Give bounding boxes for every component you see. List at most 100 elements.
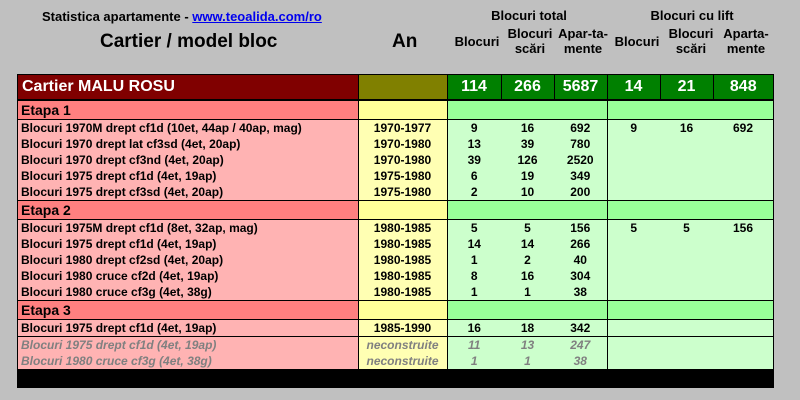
site-link[interactable]: www.teoalida.com/ro bbox=[192, 9, 322, 24]
stage-value-cell bbox=[660, 300, 713, 320]
stage-year-cell bbox=[357, 200, 448, 220]
stage-value-cell bbox=[554, 100, 607, 120]
row-lift-scari bbox=[660, 252, 713, 268]
row-lift-apartamente: 156 bbox=[713, 219, 773, 236]
table-row: Blocuri 1975 drept cf1d (4et, 19ap) 1980-… bbox=[18, 236, 773, 252]
stage-value-cell bbox=[446, 300, 501, 320]
unbuilt-status: neconstruite bbox=[357, 353, 448, 369]
row-year: 1975-1980 bbox=[357, 168, 448, 184]
stage-row: Etapa 1 bbox=[18, 100, 773, 120]
district-apartamente: 5687 bbox=[553, 75, 607, 99]
unbuilt-scari: 1 bbox=[501, 353, 554, 369]
sub-header-lift-apartamente: Aparta-mente bbox=[723, 26, 769, 56]
group-total-title: Blocuri total bbox=[491, 8, 567, 23]
row-lift-scari bbox=[660, 184, 713, 201]
stage-value-cell bbox=[554, 200, 607, 220]
site-title: Statistica apartamente - www.teoalida.co… bbox=[42, 9, 322, 24]
district-lift-blocuri: 14 bbox=[606, 75, 660, 99]
row-apartamente: 200 bbox=[554, 184, 607, 201]
row-scari: 16 bbox=[501, 119, 554, 136]
stage-value-cell bbox=[606, 100, 660, 120]
row-year: 1980-1985 bbox=[357, 284, 448, 301]
row-apartamente: 349 bbox=[554, 168, 607, 184]
stage-value-cell bbox=[606, 200, 660, 220]
stage-value-cell bbox=[554, 300, 607, 320]
column-title: Cartier / model bloc bbox=[100, 31, 278, 52]
row-blocuri: 2 bbox=[446, 184, 501, 201]
unbuilt-lift-blocuri bbox=[606, 353, 660, 369]
data-table: Cartier MALU ROSU 114 266 5687 14 21 848… bbox=[18, 75, 773, 369]
stage-year-cell bbox=[357, 100, 448, 120]
row-lift-apartamente bbox=[713, 184, 773, 201]
sub-header-apartamente: Apar-ta-mente bbox=[558, 26, 608, 56]
row-blocuri: 6 bbox=[446, 168, 501, 184]
stage-row: Etapa 2 bbox=[18, 200, 773, 220]
site-title-prefix: Statistica apartamente - bbox=[42, 9, 193, 24]
stage-name: Etapa 1 bbox=[18, 100, 358, 120]
sub-header-blocuri: Blocuri bbox=[454, 34, 500, 49]
row-name: Blocuri 1975 drept cf1d (4et, 19ap) bbox=[18, 168, 358, 184]
row-lift-scari bbox=[660, 319, 713, 337]
row-year: 1985-1990 bbox=[357, 319, 448, 337]
row-name: Blocuri 1970M drept cf1d (10et, 44ap / 4… bbox=[18, 119, 358, 136]
row-name: Blocuri 1980 cruce cf3g (4et, 38g) bbox=[18, 284, 358, 301]
row-name: Blocuri 1980 drept cf2sd (4et, 20ap) bbox=[18, 252, 358, 268]
row-year: 1975-1980 bbox=[357, 184, 448, 201]
table-row: Blocuri 1980 drept cf2sd (4et, 20ap) 1980… bbox=[18, 252, 773, 268]
row-year: 1970-1977 bbox=[357, 119, 448, 136]
table-row: Blocuri 1980 cruce cf2d (4et, 19ap) 1980-… bbox=[18, 268, 773, 284]
unbuilt-scari: 13 bbox=[501, 336, 554, 353]
table-row: Blocuri 1975 drept cf1d (4et, 19ap) 1985-… bbox=[18, 319, 773, 337]
row-apartamente: 38 bbox=[554, 284, 607, 301]
row-scari: 39 bbox=[501, 136, 554, 152]
stage-value-cell bbox=[660, 200, 713, 220]
table-row: Blocuri 1975M drept cf1d (8et, 32ap, mag… bbox=[18, 219, 773, 236]
unbuilt-lift-apartamente bbox=[713, 336, 773, 353]
row-blocuri: 8 bbox=[446, 268, 501, 284]
row-blocuri: 14 bbox=[446, 236, 501, 252]
row-name: Blocuri 1975 drept cf1d (4et, 19ap) bbox=[18, 236, 358, 252]
row-apartamente: 304 bbox=[554, 268, 607, 284]
district-row: Cartier MALU ROSU 114 266 5687 14 21 848 bbox=[18, 75, 773, 99]
row-lift-blocuri: 9 bbox=[606, 119, 660, 136]
row-apartamente: 2520 bbox=[554, 152, 607, 168]
table-row: Blocuri 1980 cruce cf3g (4et, 38g) 1980-1… bbox=[18, 284, 773, 301]
unbuilt-row: Blocuri 1975 drept cf1d (4et, 19ap) necon… bbox=[18, 336, 773, 353]
row-blocuri: 5 bbox=[446, 219, 501, 236]
stage-row: Etapa 3 bbox=[18, 300, 773, 320]
row-lift-apartamente bbox=[713, 136, 773, 152]
row-lift-apartamente: 692 bbox=[713, 119, 773, 136]
row-name: Blocuri 1975 drept cf1d (4et, 19ap) bbox=[18, 319, 358, 337]
stage-value-cell bbox=[446, 200, 501, 220]
row-lift-apartamente bbox=[713, 236, 773, 252]
unbuilt-lift-apartamente bbox=[713, 353, 773, 369]
row-lift-blocuri bbox=[606, 284, 660, 301]
row-lift-blocuri: 5 bbox=[606, 219, 660, 236]
stage-value-cell bbox=[660, 100, 713, 120]
row-lift-scari bbox=[660, 236, 713, 252]
row-lift-scari bbox=[660, 136, 713, 152]
sub-header-lift-scari: Blocuri scări bbox=[668, 26, 714, 56]
row-lift-blocuri bbox=[606, 236, 660, 252]
row-blocuri: 16 bbox=[446, 319, 501, 337]
row-apartamente: 40 bbox=[554, 252, 607, 268]
group-lift-title: Blocuri cu lift bbox=[650, 8, 734, 23]
unbuilt-lift-scari bbox=[660, 336, 713, 353]
row-year: 1970-1980 bbox=[357, 152, 448, 168]
stage-name: Etapa 3 bbox=[18, 300, 358, 320]
row-scari: 126 bbox=[501, 152, 554, 168]
table-row: Blocuri 1970M drept cf1d (10et, 44ap / 4… bbox=[18, 119, 773, 136]
row-scari: 10 bbox=[501, 184, 554, 201]
row-name: Blocuri 1970 drept lat cf3sd (4et, 20ap) bbox=[18, 136, 358, 152]
row-year: 1980-1985 bbox=[357, 219, 448, 236]
row-lift-apartamente bbox=[713, 284, 773, 301]
row-blocuri: 1 bbox=[446, 252, 501, 268]
unbuilt-name: Blocuri 1975 drept cf1d (4et, 19ap) bbox=[18, 336, 358, 353]
row-lift-blocuri bbox=[606, 268, 660, 284]
row-apartamente: 266 bbox=[554, 236, 607, 252]
row-lift-scari: 5 bbox=[660, 219, 713, 236]
unbuilt-blocuri: 11 bbox=[446, 336, 501, 353]
unbuilt-name: Blocuri 1980 cruce cf3g (4et, 38g) bbox=[18, 353, 358, 369]
row-lift-blocuri bbox=[606, 152, 660, 168]
table-row: Blocuri 1970 drept lat cf3sd (4et, 20ap)… bbox=[18, 136, 773, 152]
